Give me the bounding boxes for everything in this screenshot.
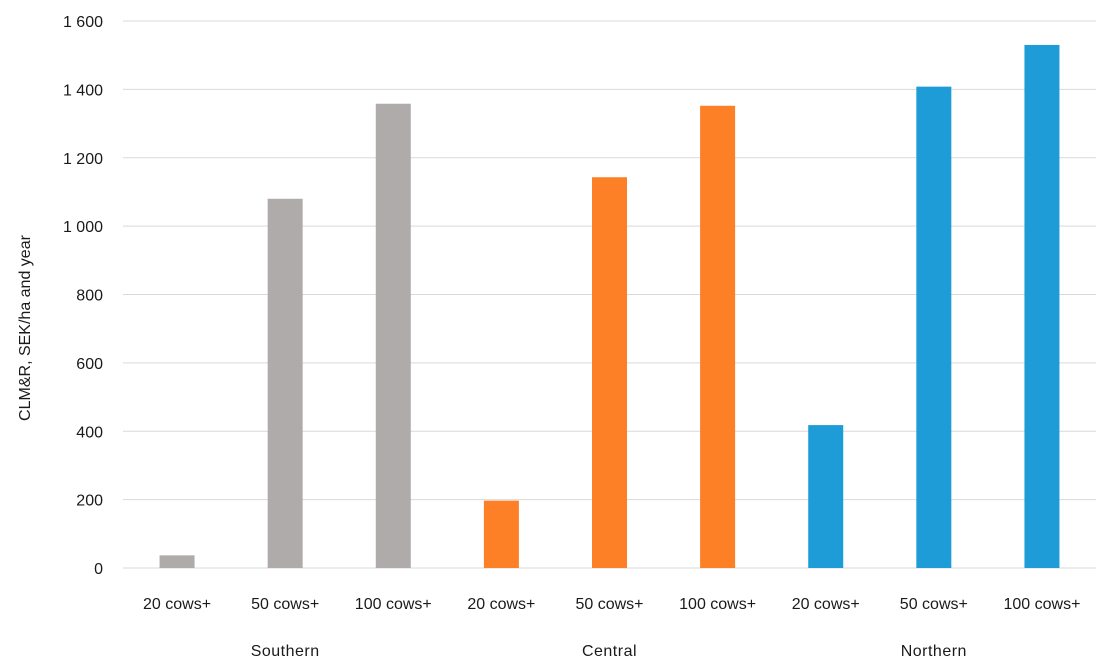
y-tick-label: 1 200 bbox=[63, 151, 103, 168]
bar-southern-100-cows bbox=[375, 103, 411, 568]
bars bbox=[159, 44, 1060, 568]
x-category-label: 50 cows+ bbox=[251, 596, 319, 613]
x-axis-categories: 20 cows+ 50 cows+ 100 cows+ 20 cows+ 50 cows… bbox=[143, 596, 1080, 613]
x-category-label: 100 cows+ bbox=[355, 596, 432, 613]
x-category-label: 20 cows+ bbox=[143, 596, 211, 613]
x-category-label: 100 cows+ bbox=[679, 596, 756, 613]
x-category-label: 100 cows+ bbox=[1003, 596, 1080, 613]
y-tick-label: 0 bbox=[94, 561, 103, 578]
x-group-label: Northern bbox=[901, 643, 967, 660]
x-category-label: 20 cows+ bbox=[792, 596, 860, 613]
y-tick-label: 1 600 bbox=[63, 14, 103, 31]
y-axis-ticks: 0 200 400 600 800 1 000 1 200 1 400 1 600 bbox=[63, 14, 103, 578]
x-axis-groups: Southern Central Northern bbox=[251, 643, 967, 660]
bar-northern-20-cows bbox=[808, 425, 844, 568]
bar-northern-100-cows bbox=[1024, 44, 1060, 568]
x-group-label: Southern bbox=[251, 643, 320, 660]
bar-southern-50-cows bbox=[267, 198, 303, 568]
x-group-label: Central bbox=[582, 643, 637, 660]
bar-central-100-cows bbox=[700, 105, 736, 568]
bar-southern-20-cows bbox=[159, 555, 195, 568]
bar-central-20-cows bbox=[483, 500, 519, 568]
bar-central-50-cows bbox=[592, 177, 627, 568]
y-tick-label: 600 bbox=[76, 356, 103, 373]
x-category-label: 50 cows+ bbox=[900, 596, 968, 613]
y-tick-label: 400 bbox=[76, 424, 103, 441]
bar-northern-50-cows bbox=[916, 86, 952, 568]
x-category-label: 20 cows+ bbox=[467, 596, 535, 613]
y-axis-title: CLM&R, SEK/ha and year bbox=[17, 234, 34, 421]
y-tick-label: 800 bbox=[76, 288, 103, 305]
y-tick-label: 200 bbox=[76, 493, 103, 510]
y-tick-label: 1 000 bbox=[63, 219, 103, 236]
x-category-label: 50 cows+ bbox=[575, 596, 643, 613]
y-tick-label: 1 400 bbox=[63, 82, 103, 99]
